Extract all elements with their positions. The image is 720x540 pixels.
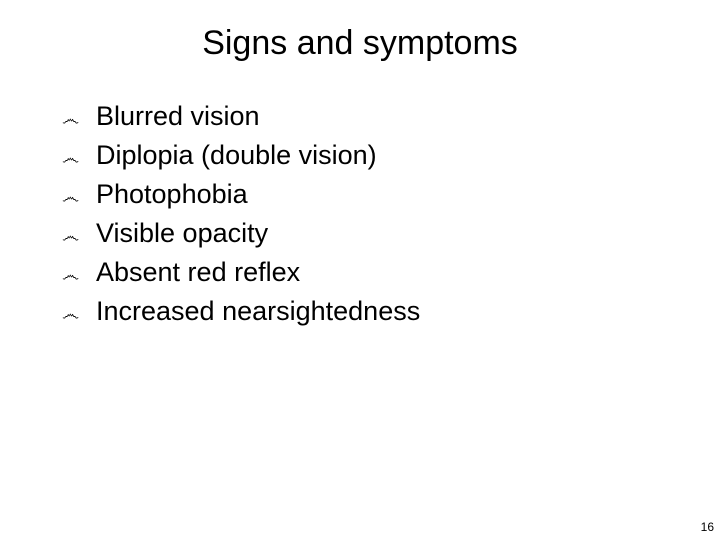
bullet-item: ෴Diplopia (double vision): [62, 137, 420, 176]
bullet-text: Absent red reflex: [96, 254, 300, 290]
bullet-text: Visible opacity: [96, 215, 268, 251]
bullet-item: ෴Absent red reflex: [62, 254, 420, 293]
bullet-glyph-icon: ෴: [62, 101, 96, 137]
bullet-text: Diplopia (double vision): [96, 137, 377, 173]
page-number: 16: [701, 520, 714, 534]
bullet-item: ෴Visible opacity: [62, 215, 420, 254]
bullet-glyph-icon: ෴: [62, 179, 96, 215]
bullet-item: ෴Increased nearsightedness: [62, 293, 420, 332]
bullet-text: Blurred vision: [96, 98, 260, 134]
bullet-item: ෴Photophobia: [62, 176, 420, 215]
bullet-glyph-icon: ෴: [62, 296, 96, 332]
bullet-list: ෴Blurred vision෴Diplopia (double vision)…: [62, 98, 420, 332]
bullet-glyph-icon: ෴: [62, 218, 96, 254]
bullet-text: Increased nearsightedness: [96, 293, 420, 329]
bullet-glyph-icon: ෴: [62, 140, 96, 176]
bullet-glyph-icon: ෴: [62, 257, 96, 293]
slide: Signs and symptoms ෴Blurred vision෴Diplo…: [0, 0, 720, 540]
bullet-text: Photophobia: [96, 176, 248, 212]
bullet-item: ෴Blurred vision: [62, 98, 420, 137]
slide-title: Signs and symptoms: [0, 24, 720, 63]
